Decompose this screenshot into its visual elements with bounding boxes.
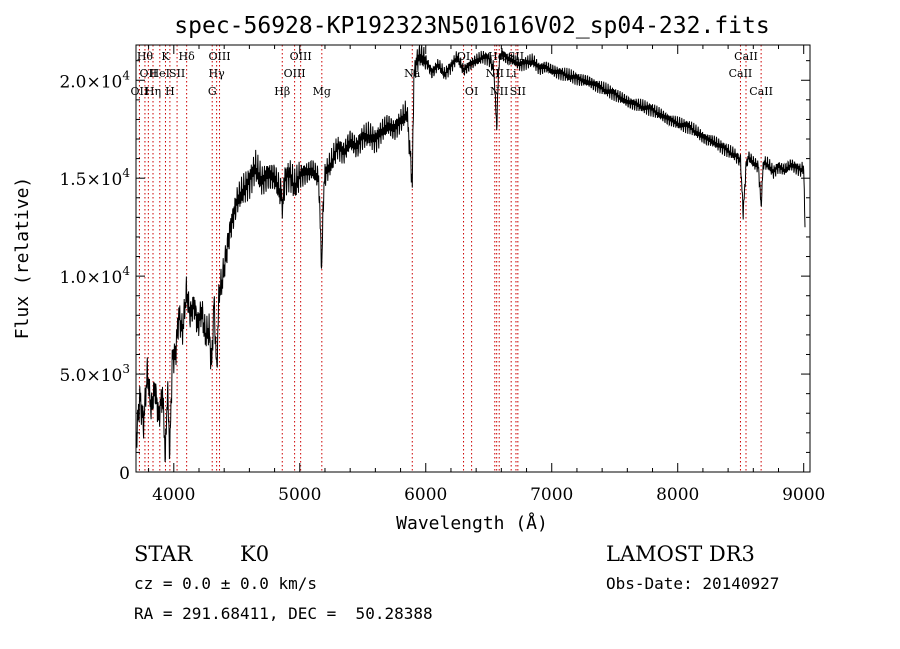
x-tick-label-5: 9000	[782, 485, 825, 505]
object-subclass: K0	[240, 542, 269, 566]
line-marker-label-24: Li	[506, 67, 517, 80]
line-marker-label-11: OIII	[208, 50, 230, 63]
line-marker-label-14: OIII	[290, 50, 312, 63]
x-tick-label-3: 7000	[530, 485, 573, 505]
object-class: STAR	[134, 542, 193, 566]
x-axis-label: Wavelength (Å)	[396, 512, 548, 534]
line-marker-label-19: NII	[486, 67, 504, 80]
line-marker-label-8: Hδ	[179, 50, 196, 63]
line-marker-label-18: OI	[465, 85, 478, 98]
obs-date: Obs-Date: 20140927	[606, 574, 779, 593]
survey-name: LAMOST DR3	[606, 542, 755, 566]
line-marker-labels: OIIHθOIIHηHeIKHSIIHδGHγOIIIHβOIIIOIIIMgN…	[131, 50, 773, 98]
line-marker-label-10: Hγ	[209, 67, 226, 80]
y-axis-label: Flux (relative)	[12, 177, 33, 340]
chart-title: spec-56928-KP192323N501616V02_sp04-232.f…	[174, 13, 769, 39]
x-axis-ticks: 4000 5000 6000 7000 8000 9000	[148, 45, 825, 505]
line-marker-label-26: CaII	[734, 50, 758, 63]
x-tick-label-0: 4000	[152, 485, 195, 505]
line-marker-label-0: OII	[131, 85, 149, 98]
y-tick-label-2: 1.0×104	[59, 264, 130, 288]
x-tick-label-2: 6000	[404, 485, 447, 505]
line-marker-label-15: Mg	[313, 85, 331, 98]
y-axis-ticks: 0 5.0×103 1.0×104 1.5×104 2.0×104	[59, 60, 810, 484]
line-marker-label-7: SII	[169, 67, 185, 80]
line-marker-label-12: Hβ	[274, 85, 290, 98]
coordinates: RA = 291.68411, DEC = 50.28388	[134, 604, 433, 623]
line-marker-label-13: OIII	[284, 67, 306, 80]
line-marker-label-1: Hθ	[137, 50, 154, 63]
y-tick-label-4: 2.0×104	[59, 68, 130, 92]
line-marker-label-4: HeI	[150, 67, 170, 80]
line-marker-label-25: CaII	[729, 67, 753, 80]
line-marker-label-23: SII	[510, 85, 526, 98]
redshift-text: cz = 0.0 ± 0.0 km/s	[134, 574, 317, 593]
line-markers	[138, 45, 762, 472]
line-marker-label-21: NII	[490, 85, 508, 98]
y-tick-label-0: 0	[119, 464, 130, 484]
line-marker-label-3: Hη	[145, 85, 161, 98]
line-marker-label-5: K	[161, 50, 170, 63]
line-marker-label-27: CaII	[749, 85, 773, 98]
line-marker-label-16: Na	[404, 67, 421, 80]
x-tick-label-1: 5000	[278, 485, 321, 505]
y-tick-label-3: 1.5×104	[59, 166, 130, 190]
x-tick-label-4: 8000	[656, 485, 699, 505]
line-marker-label-2: OII	[139, 67, 157, 80]
spectrum-line	[135, 44, 806, 462]
line-marker-label-9: G	[208, 85, 217, 98]
plot-frame	[135, 44, 811, 473]
line-marker-label-6: H	[165, 85, 175, 98]
y-tick-label-1: 5.0×103	[59, 362, 130, 386]
